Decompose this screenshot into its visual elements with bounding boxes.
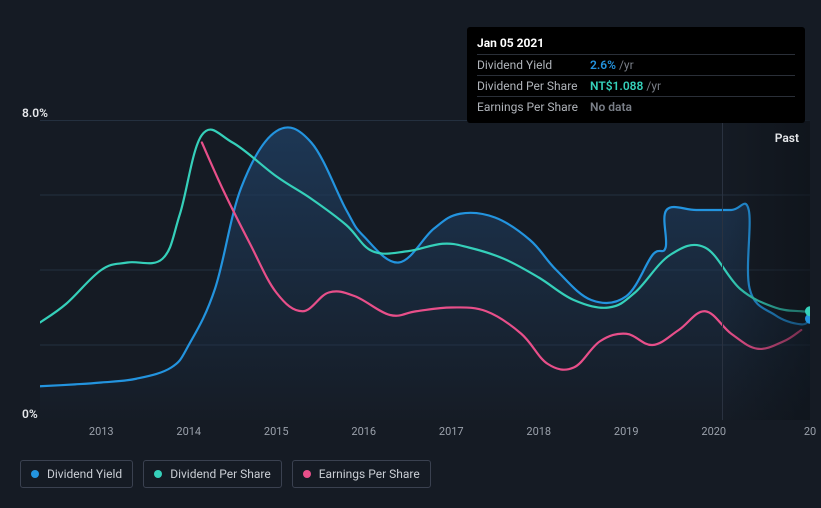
x-axis-tick: 2020	[701, 425, 726, 438]
legend-dot-icon	[31, 470, 39, 478]
tooltip-row: Dividend Per Share NT$1.088/yr	[477, 75, 795, 96]
chart-tooltip: Jan 05 2021 Dividend Yield 2.6%/yr Divid…	[467, 27, 805, 123]
legend-label: Dividend Yield	[47, 467, 122, 481]
chart-area[interactable]: 8.0% 0% Past 2013 2014 2015 2016 2017 2018 201…	[0, 100, 821, 460]
tooltip-value: NT$1.088/yr	[590, 77, 661, 95]
tooltip-value: No data	[590, 98, 632, 116]
legend-dot-icon	[303, 470, 311, 478]
x-axis-tick: 2019	[614, 425, 639, 438]
legend-dot-icon	[154, 470, 162, 478]
tooltip-label: Dividend Yield	[477, 56, 590, 74]
y-axis-max: 8.0%	[22, 106, 48, 120]
x-axis-labels: 2013201420152016201720182019202020	[40, 425, 810, 445]
tooltip-row: Dividend Yield 2.6%/yr	[477, 54, 795, 75]
x-axis-tick: 2015	[264, 425, 289, 438]
tooltip-label: Dividend Per Share	[477, 77, 590, 95]
y-axis-min: 0%	[22, 407, 38, 421]
tooltip-value: 2.6%/yr	[590, 56, 634, 74]
chart-legend: Dividend Yield Dividend Per Share Earnin…	[20, 460, 431, 488]
past-label: Past	[775, 131, 799, 145]
x-axis-tick: 2018	[526, 425, 551, 438]
tooltip-row: Earnings Per Share No data	[477, 96, 795, 117]
x-axis-tick: 20	[804, 425, 816, 438]
x-axis-tick: 2016	[351, 425, 376, 438]
legend-dividend-yield[interactable]: Dividend Yield	[20, 460, 133, 488]
legend-label: Earnings Per Share	[319, 467, 420, 481]
legend-dividend-per-share[interactable]: Dividend Per Share	[143, 460, 282, 488]
x-axis-tick: 2013	[89, 425, 114, 438]
tooltip-label: Earnings Per Share	[477, 98, 590, 116]
legend-earnings-per-share[interactable]: Earnings Per Share	[292, 460, 431, 488]
tooltip-date: Jan 05 2021	[477, 34, 795, 52]
x-axis-tick: 2014	[176, 425, 201, 438]
legend-label: Dividend Per Share	[170, 467, 271, 481]
chart-svg	[40, 120, 810, 420]
x-axis-tick: 2017	[439, 425, 464, 438]
